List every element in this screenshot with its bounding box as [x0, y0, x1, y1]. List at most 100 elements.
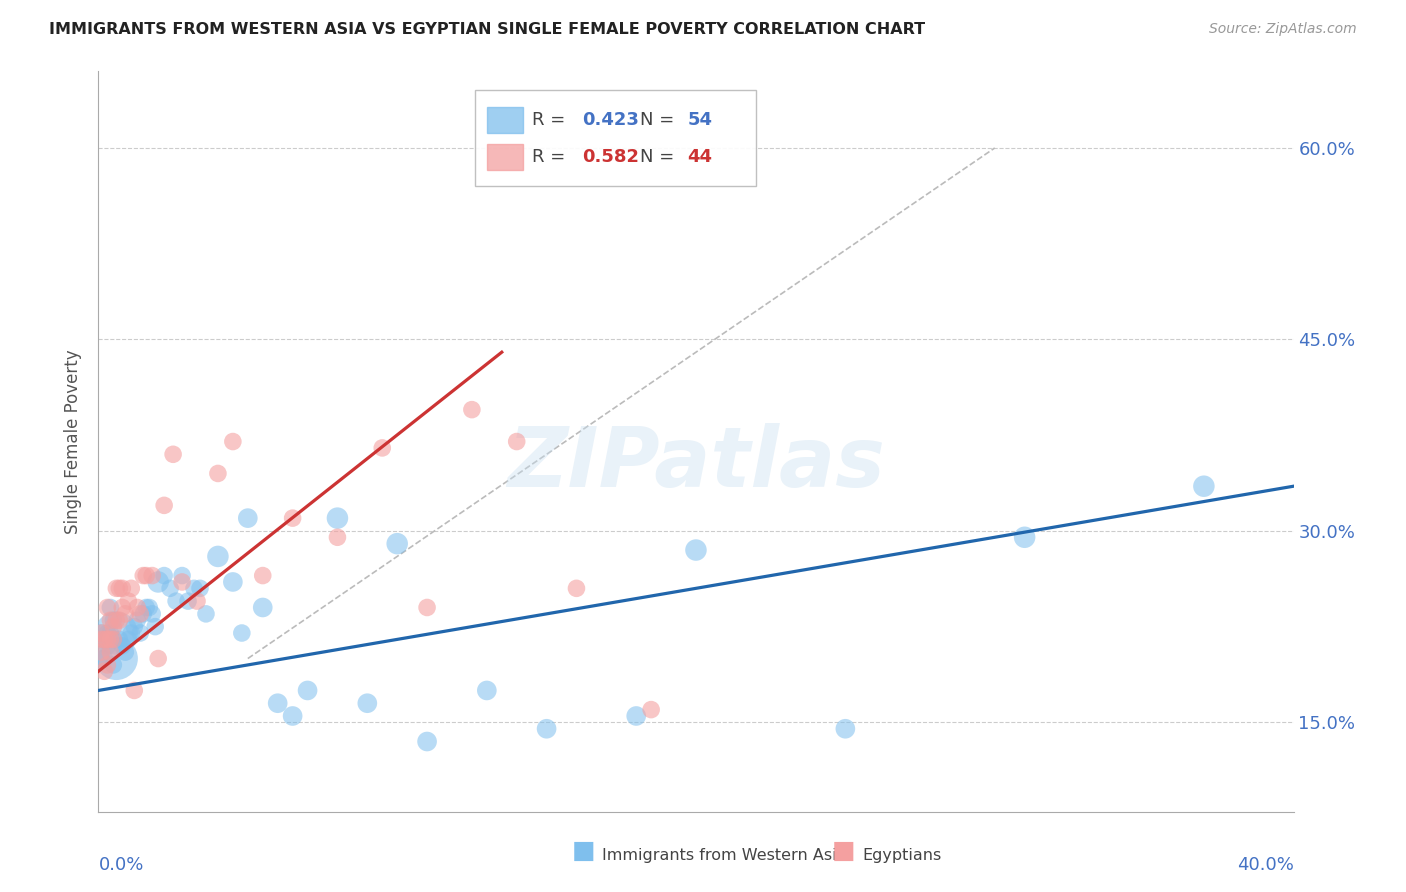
Point: [385, 536, 409, 550]
Point: [105, 651, 128, 665]
Point: [98, 613, 122, 627]
Point: [108, 632, 131, 647]
Point: [117, 594, 139, 608]
Point: [105, 613, 128, 627]
Point: [207, 549, 229, 564]
Text: N =: N =: [640, 148, 679, 166]
Point: [141, 568, 163, 582]
FancyBboxPatch shape: [475, 90, 756, 186]
Point: [1192, 479, 1215, 493]
Text: 54: 54: [688, 112, 713, 129]
Point: [120, 626, 142, 640]
Point: [96, 600, 118, 615]
Point: [183, 582, 205, 596]
Point: [1014, 530, 1036, 544]
Point: [506, 434, 529, 449]
Point: [222, 434, 245, 449]
Point: [267, 696, 290, 710]
Point: [108, 613, 131, 627]
Text: 44: 44: [688, 148, 713, 166]
Point: [640, 703, 662, 717]
Point: [93, 632, 115, 647]
Point: [98, 645, 122, 659]
Point: [90, 626, 112, 640]
Text: Egyptians: Egyptians: [862, 847, 941, 863]
Point: [135, 600, 157, 615]
Point: [536, 722, 558, 736]
Point: [90, 632, 112, 647]
Point: [111, 600, 134, 615]
Point: [103, 632, 125, 647]
Point: [103, 632, 125, 647]
Point: [416, 600, 439, 615]
Point: [159, 582, 181, 596]
Bar: [486, 144, 523, 169]
Y-axis label: Single Female Poverty: Single Female Poverty: [65, 350, 83, 533]
Point: [96, 657, 118, 672]
Point: [356, 696, 378, 710]
Point: [129, 607, 152, 621]
Point: [685, 543, 707, 558]
Point: [138, 600, 160, 615]
Text: R =: R =: [533, 148, 571, 166]
Text: ZIPatlas: ZIPatlas: [508, 423, 884, 504]
Point: [297, 683, 319, 698]
Point: [105, 626, 128, 640]
Point: [111, 582, 134, 596]
Point: [236, 511, 259, 525]
Point: [195, 607, 218, 621]
Text: R =: R =: [533, 112, 571, 129]
Point: [148, 651, 170, 665]
Point: [135, 568, 157, 582]
Point: [98, 626, 122, 640]
Point: [626, 709, 648, 723]
Point: [93, 665, 115, 679]
Text: 0.423: 0.423: [582, 112, 640, 129]
Bar: [486, 107, 523, 133]
Text: Immigrants from Western Asia: Immigrants from Western Asia: [602, 847, 846, 863]
Point: [565, 582, 588, 596]
Point: [252, 568, 274, 582]
Point: [326, 511, 349, 525]
Point: [153, 499, 176, 513]
Point: [111, 639, 134, 653]
Point: [371, 441, 394, 455]
Point: [153, 568, 176, 582]
Text: ■: ■: [832, 838, 855, 863]
Point: [165, 594, 187, 608]
Point: [186, 594, 208, 608]
Point: [834, 722, 856, 736]
Text: 0.582: 0.582: [582, 148, 640, 166]
Point: [252, 600, 274, 615]
Point: [141, 607, 163, 621]
Text: N =: N =: [640, 112, 679, 129]
Text: ■: ■: [572, 838, 595, 863]
Point: [98, 600, 122, 615]
Point: [103, 613, 125, 627]
Point: [93, 632, 115, 647]
Point: [231, 626, 253, 640]
Point: [172, 574, 194, 589]
Point: [222, 574, 245, 589]
Point: [129, 626, 152, 640]
Point: [207, 467, 229, 481]
Point: [90, 645, 112, 659]
Point: [105, 582, 128, 596]
Point: [114, 607, 136, 621]
Point: [475, 683, 498, 698]
Point: [172, 568, 194, 582]
Point: [96, 626, 118, 640]
Point: [98, 632, 122, 647]
Point: [162, 447, 184, 461]
Point: [132, 568, 155, 582]
Point: [90, 651, 112, 665]
Point: [96, 639, 118, 653]
Point: [90, 626, 112, 640]
Point: [281, 709, 304, 723]
Point: [461, 402, 484, 417]
Point: [177, 594, 200, 608]
Point: [96, 632, 118, 647]
Text: 40.0%: 40.0%: [1237, 856, 1294, 874]
Point: [132, 607, 155, 621]
Point: [127, 600, 149, 615]
